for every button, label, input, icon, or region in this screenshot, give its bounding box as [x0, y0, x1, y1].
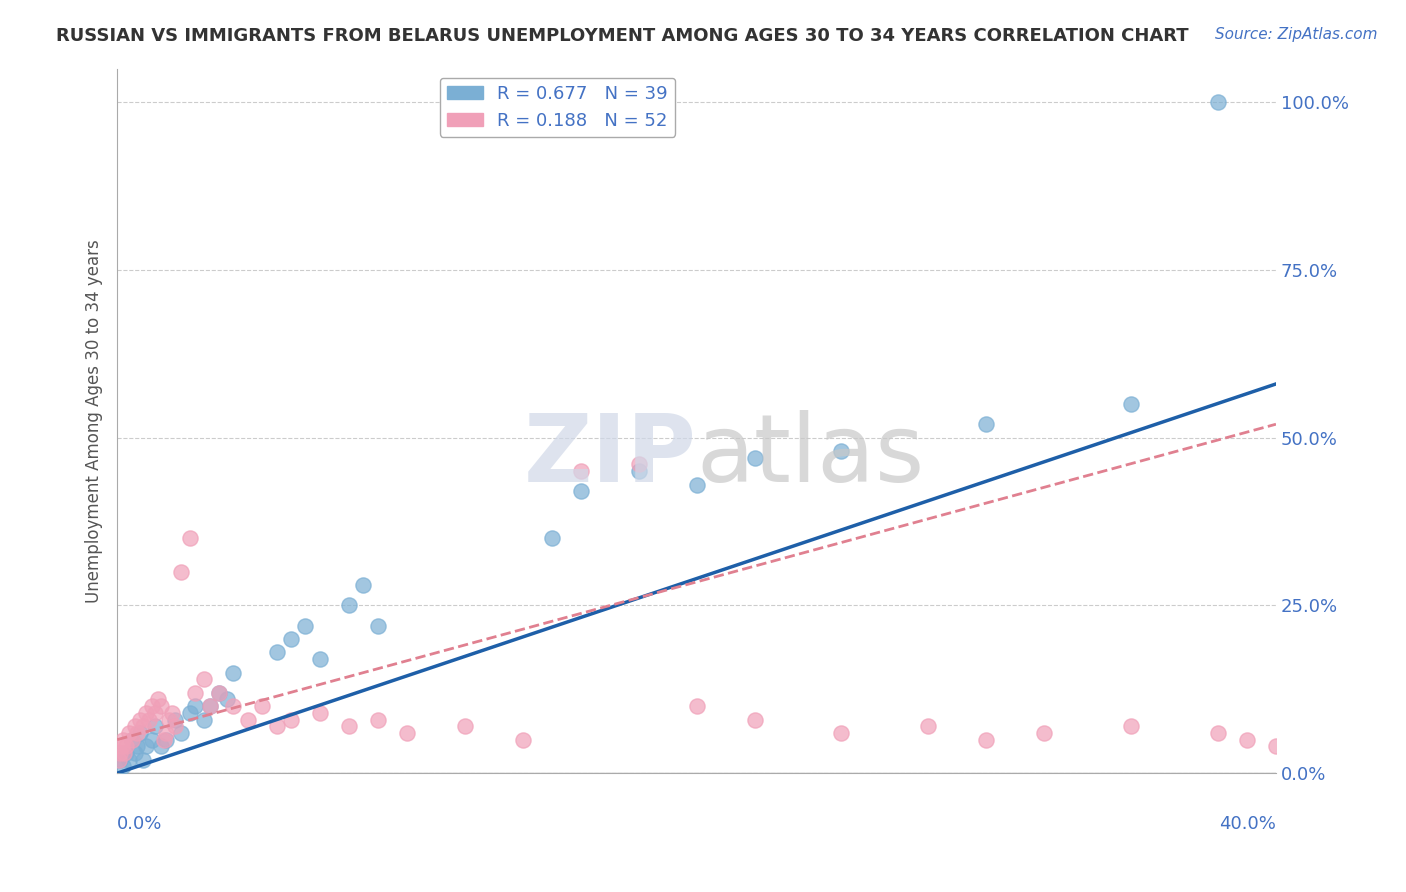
Point	[207, 686, 229, 700]
Point	[121, 732, 143, 747]
Point	[250, 699, 273, 714]
Point	[143, 706, 166, 720]
Point	[121, 732, 143, 747]
Point	[1033, 726, 1056, 740]
Point	[352, 578, 374, 592]
Point	[198, 699, 221, 714]
Point	[111, 732, 134, 747]
Point	[540, 531, 562, 545]
Point	[138, 713, 160, 727]
Text: RUSSIAN VS IMMIGRANTS FROM BELARUS UNEMPLOYMENT AMONG AGES 30 TO 34 YEARS CORREL: RUSSIAN VS IMMIGRANTS FROM BELARUS UNEMP…	[56, 27, 1189, 45]
Point	[569, 484, 592, 499]
Point	[685, 477, 707, 491]
Point	[1119, 397, 1142, 411]
Point	[569, 464, 592, 478]
Point	[157, 713, 180, 727]
Point	[184, 686, 207, 700]
Point	[132, 753, 155, 767]
Point	[337, 599, 360, 613]
Point	[135, 706, 157, 720]
Point	[179, 706, 201, 720]
Point	[170, 565, 193, 579]
Point	[222, 699, 245, 714]
Point	[124, 746, 146, 760]
Text: 40.0%: 40.0%	[1219, 815, 1277, 833]
Point	[1236, 732, 1258, 747]
Point	[367, 713, 389, 727]
Point	[222, 665, 245, 680]
Point	[1206, 726, 1229, 740]
Point	[170, 726, 193, 740]
Point	[685, 699, 707, 714]
Point	[146, 692, 169, 706]
Point	[141, 699, 163, 714]
Point	[155, 732, 177, 747]
Point	[155, 726, 177, 740]
Point	[143, 719, 166, 733]
Point	[266, 719, 288, 733]
Point	[395, 726, 418, 740]
Point	[266, 645, 288, 659]
Point	[236, 713, 259, 727]
Point	[141, 732, 163, 747]
Legend: R = 0.677   N = 39, R = 0.188   N = 52: R = 0.677 N = 39, R = 0.188 N = 52	[440, 78, 675, 137]
Point	[198, 699, 221, 714]
Point	[149, 739, 172, 754]
Text: atlas: atlas	[696, 410, 925, 502]
Point	[294, 618, 316, 632]
Text: Source: ZipAtlas.com: Source: ZipAtlas.com	[1215, 27, 1378, 42]
Point	[974, 732, 997, 747]
Point	[149, 699, 172, 714]
Point	[115, 739, 138, 754]
Point	[179, 531, 201, 545]
Point	[193, 672, 215, 686]
Point	[1119, 719, 1142, 733]
Point	[974, 417, 997, 432]
Point	[207, 686, 229, 700]
Point	[111, 759, 134, 773]
Point	[110, 739, 132, 754]
Y-axis label: Unemployment Among Ages 30 to 34 years: Unemployment Among Ages 30 to 34 years	[86, 239, 103, 603]
Point	[217, 692, 239, 706]
Text: 0.0%: 0.0%	[117, 815, 163, 833]
Point	[627, 464, 650, 478]
Text: ZIP: ZIP	[523, 410, 696, 502]
Point	[165, 719, 187, 733]
Point	[165, 713, 187, 727]
Point	[337, 719, 360, 733]
Point	[744, 450, 766, 465]
Point	[280, 632, 302, 646]
Point	[627, 458, 650, 472]
Point	[744, 713, 766, 727]
Point	[1206, 95, 1229, 109]
Point	[454, 719, 477, 733]
Point	[108, 746, 131, 760]
Point	[193, 713, 215, 727]
Point	[160, 706, 183, 720]
Point	[118, 753, 141, 767]
Point	[184, 699, 207, 714]
Point	[115, 746, 138, 760]
Point	[309, 706, 332, 720]
Point	[129, 713, 152, 727]
Point	[107, 753, 129, 767]
Point	[124, 719, 146, 733]
Point	[127, 726, 149, 740]
Point	[129, 726, 152, 740]
Point	[127, 739, 149, 754]
Point	[108, 753, 131, 767]
Point	[309, 652, 332, 666]
Point	[114, 746, 136, 760]
Point	[132, 719, 155, 733]
Point	[280, 713, 302, 727]
Point	[152, 732, 174, 747]
Point	[917, 719, 939, 733]
Point	[135, 739, 157, 754]
Point	[512, 732, 534, 747]
Point	[830, 726, 852, 740]
Point	[830, 444, 852, 458]
Point	[367, 618, 389, 632]
Point	[118, 726, 141, 740]
Point	[1265, 739, 1288, 754]
